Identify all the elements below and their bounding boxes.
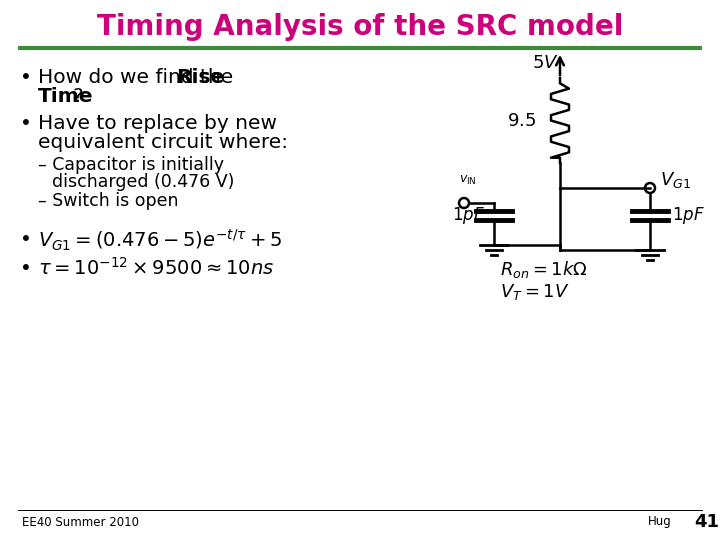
Text: •: • xyxy=(20,230,32,249)
Text: •: • xyxy=(20,259,32,278)
Text: $R_{on} = 1k\Omega$: $R_{on} = 1k\Omega$ xyxy=(500,260,588,280)
Text: 41: 41 xyxy=(694,513,719,531)
Text: equivalent circuit where:: equivalent circuit where: xyxy=(38,133,288,152)
Text: Timing Analysis of the SRC model: Timing Analysis of the SRC model xyxy=(96,13,624,41)
Text: ?: ? xyxy=(72,87,83,106)
Text: •: • xyxy=(20,114,32,133)
Text: $1pF$: $1pF$ xyxy=(452,205,485,226)
Text: •: • xyxy=(20,68,32,87)
Text: – Capacitor is initially: – Capacitor is initially xyxy=(38,156,224,174)
Text: $V_T = 1V$: $V_T = 1V$ xyxy=(500,282,570,302)
Text: Hug: Hug xyxy=(648,516,672,529)
Text: How do we find the: How do we find the xyxy=(38,68,240,87)
Text: $5V$: $5V$ xyxy=(532,54,559,72)
Text: $1pF$: $1pF$ xyxy=(672,205,705,226)
Text: discharged (0.476 V): discharged (0.476 V) xyxy=(52,173,235,191)
Text: $V_{G1}$: $V_{G1}$ xyxy=(660,170,691,190)
Text: $v_{\mathrm{IN}}$: $v_{\mathrm{IN}}$ xyxy=(459,174,477,187)
Text: $9.5$: $9.5$ xyxy=(508,111,536,130)
Text: $\tau = 10^{-12} \times 9500 \approx 10ns$: $\tau = 10^{-12} \times 9500 \approx 10n… xyxy=(38,257,274,279)
Text: Have to replace by new: Have to replace by new xyxy=(38,114,277,133)
Text: EE40 Summer 2010: EE40 Summer 2010 xyxy=(22,516,139,529)
Text: – Switch is open: – Switch is open xyxy=(38,192,179,210)
Text: Rise: Rise xyxy=(176,68,224,87)
Text: $V_{G1} = (0.476 - 5)e^{-t/\tau} + 5$: $V_{G1} = (0.476 - 5)e^{-t/\tau} + 5$ xyxy=(38,228,282,253)
Text: Time: Time xyxy=(38,87,94,106)
